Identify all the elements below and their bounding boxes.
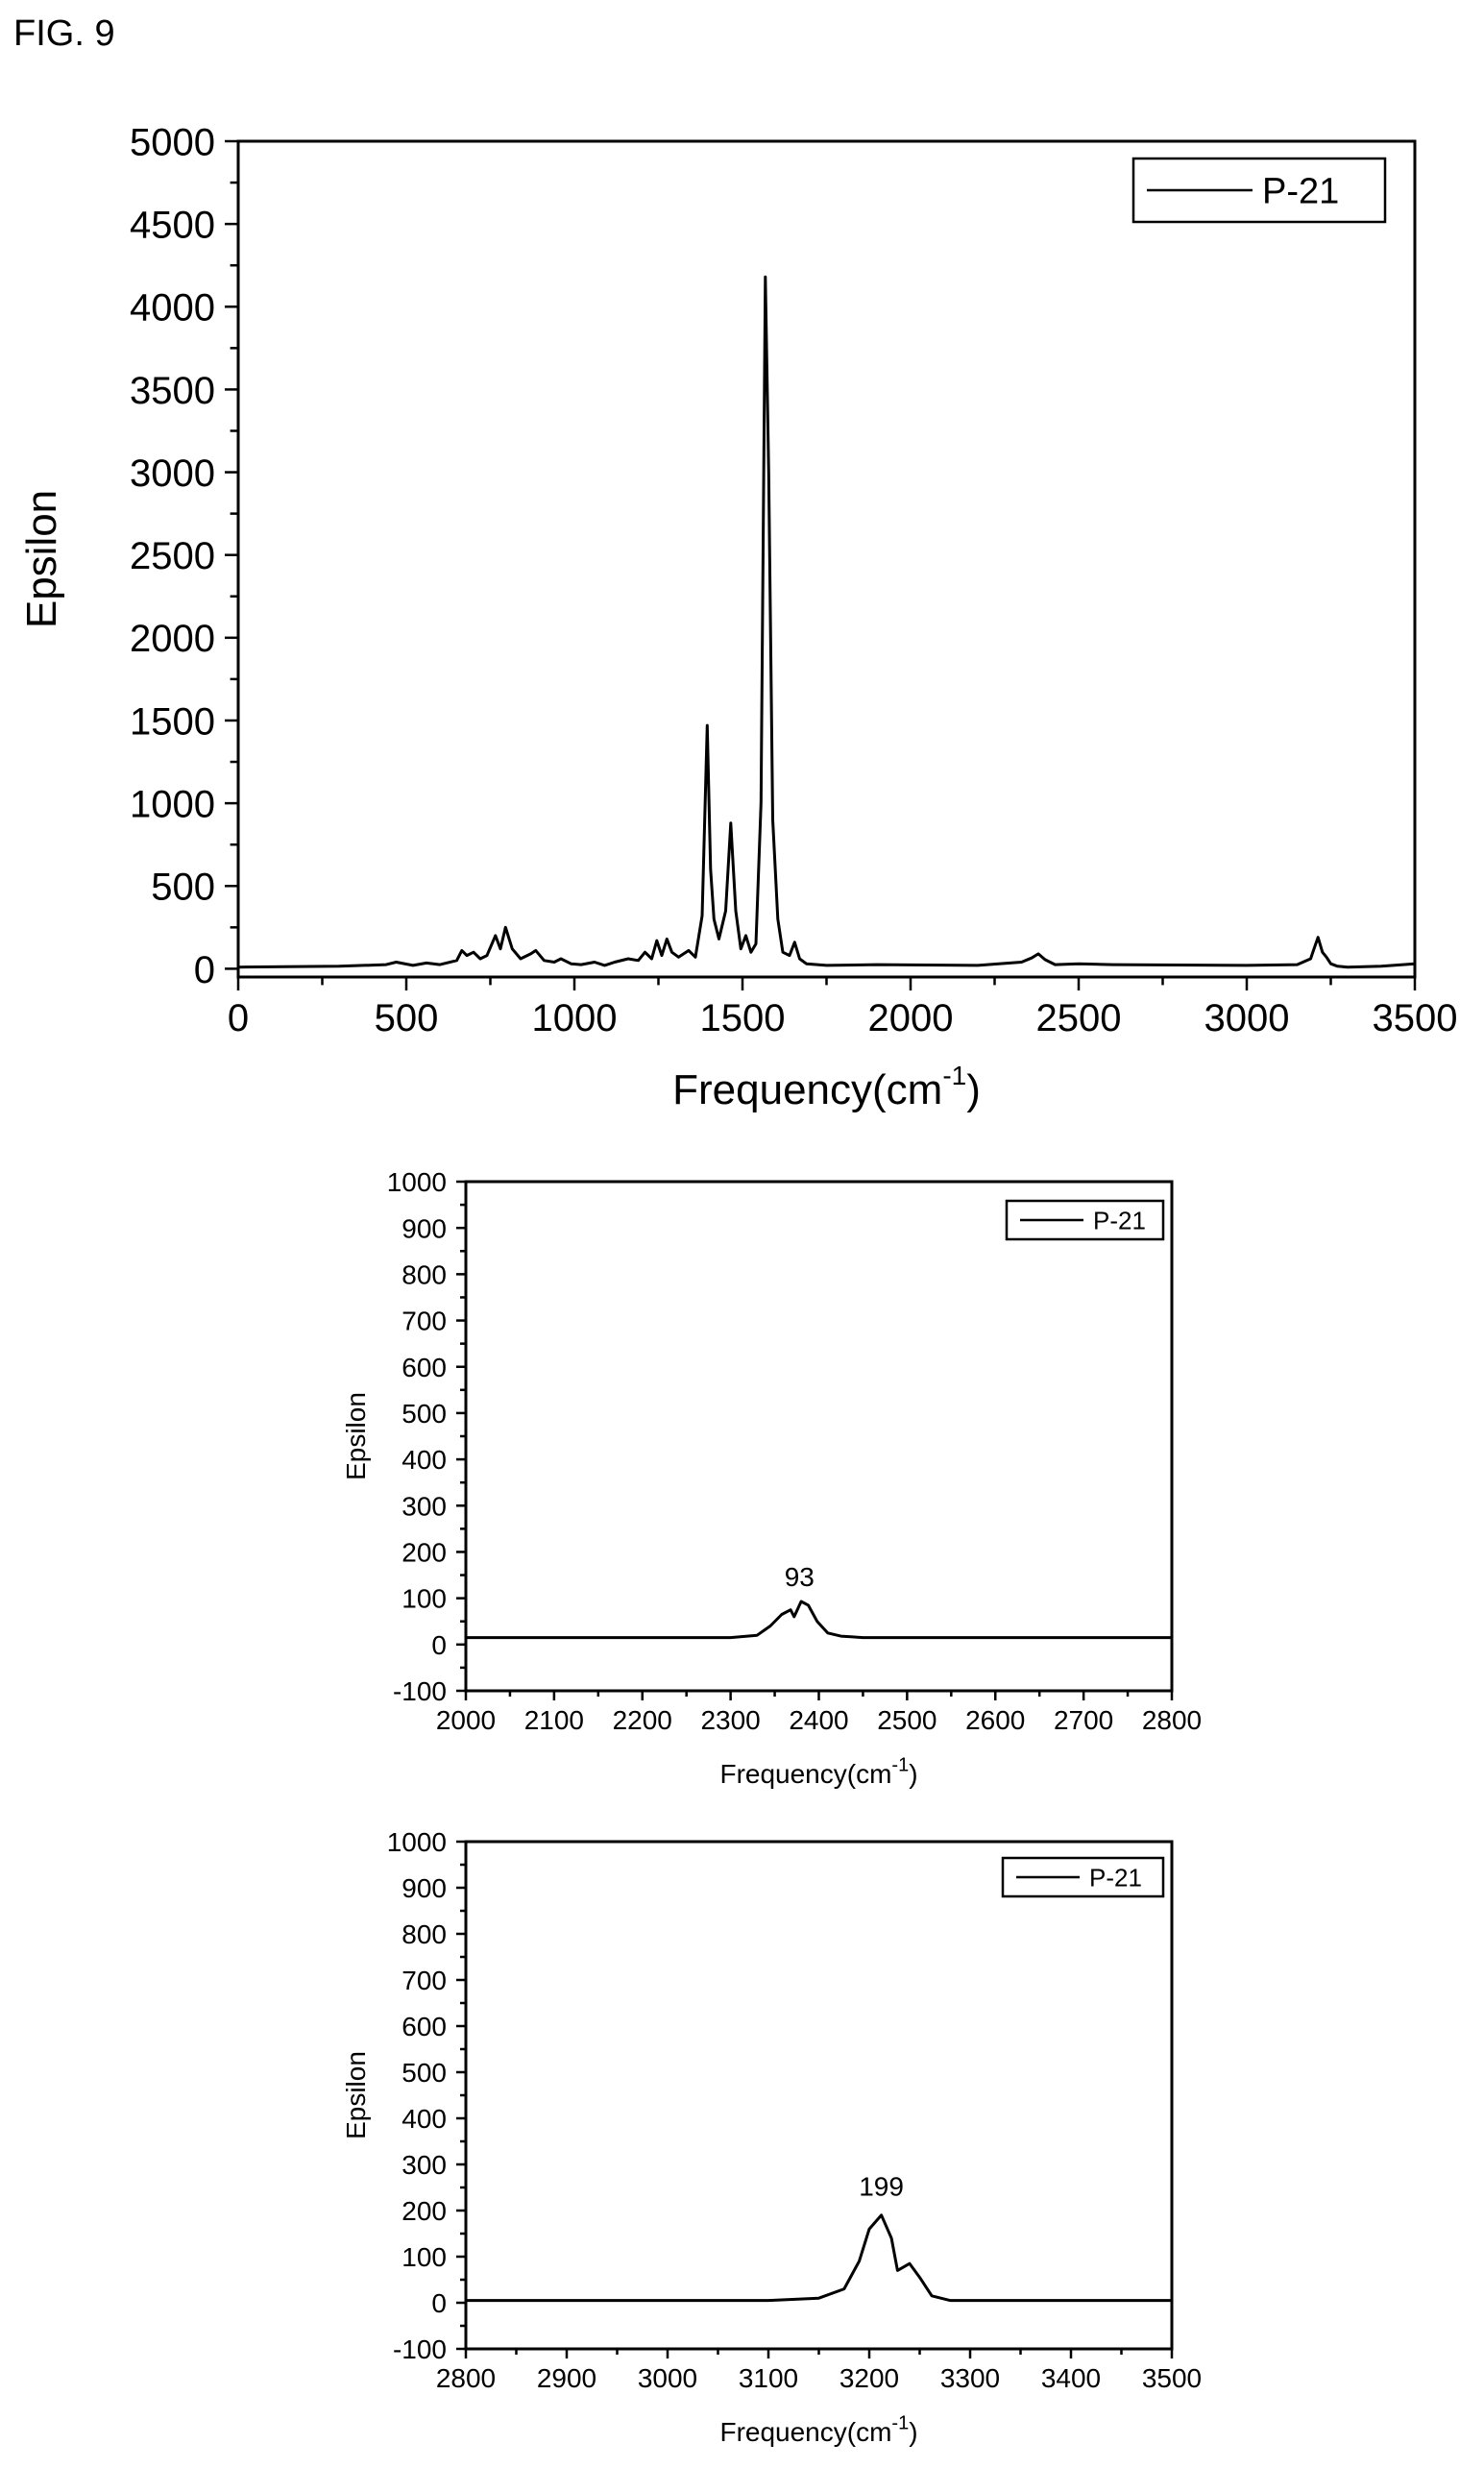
x-tick-label: 0 xyxy=(228,997,249,1039)
x-axis-label: Frequency(cm-1) xyxy=(719,1754,917,1789)
legend-label: P-21 xyxy=(1093,1206,1146,1234)
plot-frame xyxy=(464,1840,1174,2351)
y-tick-label: 5000 xyxy=(130,121,215,163)
x-tick-label: 3300 xyxy=(940,2363,1000,2393)
y-tick-label: 600 xyxy=(401,2012,447,2041)
y-axis-label: Epsilon xyxy=(341,2051,371,2139)
x-tick-label: 1000 xyxy=(532,997,618,1039)
y-tick-label: 1000 xyxy=(130,784,215,826)
zoom-chart-2000-2800: 2000 2100 2200 2300 2400 2500 2600 2700 2800-100… xyxy=(341,1167,1202,1789)
y-tick-label: 500 xyxy=(401,2058,447,2088)
x-axis-label: Frequency(cm-1) xyxy=(719,2412,917,2447)
y-tick-label: 0 xyxy=(194,949,215,991)
x-tick-label: 2400 xyxy=(789,1705,848,1735)
y-tick-label: 200 xyxy=(401,1538,447,1568)
x-tick-label: 2700 xyxy=(1054,1705,1113,1735)
x-tick-label: 3100 xyxy=(739,2363,798,2393)
y-tick-label: 800 xyxy=(401,1259,447,1289)
y-tick-label: 500 xyxy=(151,867,215,909)
x-tick-label: 500 xyxy=(375,997,439,1039)
y-tick-label: 1000 xyxy=(387,1167,447,1197)
y-tick-label: 300 xyxy=(401,1491,447,1521)
x-tick-label: 3000 xyxy=(1204,997,1290,1039)
x-tick-label: 3000 xyxy=(638,2363,697,2393)
legend-label: P-21 xyxy=(1262,172,1339,212)
x-tick-label: 2800 xyxy=(436,2363,496,2393)
y-tick-label: 0 xyxy=(431,1630,447,1660)
peak-annotation: 199 xyxy=(859,2171,904,2201)
series-line-p-21 xyxy=(466,2213,1172,2303)
plot-frame xyxy=(464,1180,1174,1693)
y-tick-label: 2500 xyxy=(130,535,215,577)
y-tick-label: 100 xyxy=(401,2242,447,2272)
x-tick-label: 1500 xyxy=(700,997,786,1039)
y-tick-label: 900 xyxy=(401,1873,447,1903)
x-tick-label: 2000 xyxy=(436,1705,496,1735)
y-tick-label: -100 xyxy=(393,1676,447,1706)
x-tick-label: 2200 xyxy=(613,1705,672,1735)
x-tick-label: 2900 xyxy=(537,2363,596,2393)
x-tick-label: 3500 xyxy=(1142,2363,1202,2393)
x-tick-label: 3200 xyxy=(839,2363,899,2393)
y-tick-label: 900 xyxy=(401,1213,447,1243)
figure-label: FIG. 9 xyxy=(13,13,115,54)
y-tick-label: 4000 xyxy=(130,287,215,330)
y-tick-label: 400 xyxy=(401,1445,447,1475)
y-tick-label: -100 xyxy=(393,2334,447,2364)
y-axis-label: Epsilon xyxy=(341,1392,371,1480)
y-tick-label: 500 xyxy=(401,1399,447,1429)
y-axis-label: Epsilon xyxy=(18,490,65,628)
x-axis-label: Frequency(cm-1) xyxy=(672,1061,981,1113)
y-tick-label: 400 xyxy=(401,2104,447,2134)
y-tick-label: 2000 xyxy=(130,618,215,660)
y-tick-label: 700 xyxy=(401,1966,447,1995)
y-tick-label: 3500 xyxy=(130,370,215,412)
legend-label: P-21 xyxy=(1089,1863,1142,1892)
y-tick-label: 1500 xyxy=(130,700,215,743)
y-tick-label: 600 xyxy=(401,1353,447,1382)
main-spectrum-chart: 0 500 1000 1500 2000 2500 3000 3500 0 500 1000 1500… xyxy=(18,121,1458,1113)
peak-annotation: 93 xyxy=(785,1562,815,1592)
y-tick-label: 4500 xyxy=(130,205,215,247)
x-tick-label: 2600 xyxy=(965,1705,1025,1735)
zoom-chart-2800-3500: 2800 2900 3000 3100 3200 3300 3400 3500 -100 0 100… xyxy=(341,1827,1202,2447)
x-tick-label: 3400 xyxy=(1041,2363,1101,2393)
y-tick-label: 700 xyxy=(401,1307,447,1336)
series-line-p-21 xyxy=(466,1600,1172,1640)
x-tick-label: 2100 xyxy=(524,1705,584,1735)
y-tick-label: 200 xyxy=(401,2196,447,2226)
series-line-p-21 xyxy=(237,275,1416,969)
y-tick-label: 3000 xyxy=(130,452,215,495)
x-tick-label: 2000 xyxy=(868,997,954,1039)
x-tick-label: 2500 xyxy=(877,1705,937,1735)
y-tick-label: 0 xyxy=(431,2288,447,2318)
x-tick-label: 3500 xyxy=(1373,997,1458,1039)
x-tick-label: 2300 xyxy=(700,1705,760,1735)
plot-frame xyxy=(236,139,1417,979)
x-tick-label: 2500 xyxy=(1036,997,1122,1039)
y-tick-label: 800 xyxy=(401,1919,447,1949)
x-tick-label: 2800 xyxy=(1142,1705,1202,1735)
y-tick-label: 300 xyxy=(401,2150,447,2180)
y-tick-label: 1000 xyxy=(387,1827,447,1857)
y-tick-label: 100 xyxy=(401,1584,447,1614)
